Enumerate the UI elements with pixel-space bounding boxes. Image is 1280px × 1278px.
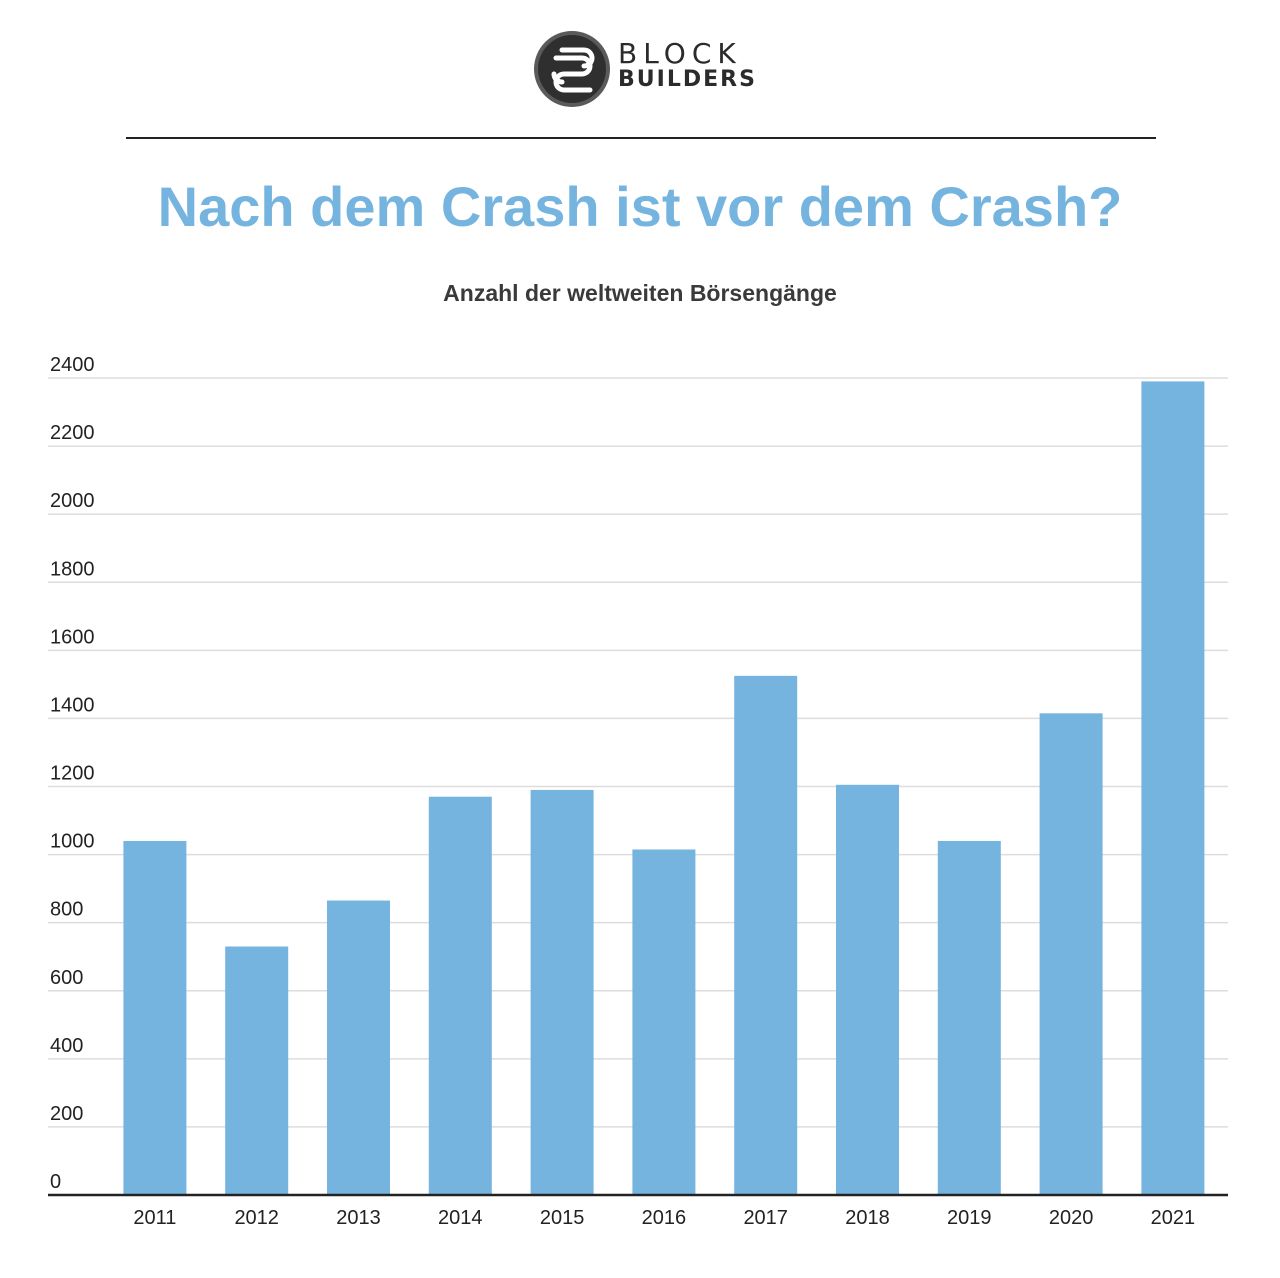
- x-tick-label: 2017: [743, 1207, 788, 1229]
- bar-2018: [836, 784, 899, 1195]
- bar-2017: [734, 675, 798, 1195]
- y-tick-label: 800: [50, 899, 83, 921]
- chart-title: Anzahl der weltweiten Börsengänge: [443, 280, 837, 306]
- y-tick-label: 2400: [50, 354, 95, 376]
- y-tick-label: 0: [50, 1171, 61, 1193]
- x-tick-label: 2018: [845, 1207, 890, 1229]
- x-tick-label: 2021: [1151, 1207, 1196, 1229]
- y-tick-label: 2000: [50, 490, 95, 512]
- bar-2015: [530, 789, 594, 1195]
- x-tick-label: 2014: [438, 1207, 483, 1229]
- y-tick-label: 200: [50, 1103, 83, 1125]
- bar-2012: [225, 946, 289, 1195]
- bar-2013: [327, 900, 390, 1195]
- block-builders-logo: BLOCK BUILDERS: [532, 28, 762, 110]
- bar-2014: [428, 796, 492, 1195]
- bar-2016: [632, 849, 696, 1195]
- bar-2021: [1141, 381, 1205, 1195]
- x-tick-label: 2013: [336, 1207, 381, 1229]
- y-tick-label: 1600: [50, 626, 95, 648]
- y-tick-label: 1200: [50, 763, 95, 785]
- x-tick-label: 2016: [642, 1207, 687, 1229]
- x-tick-label: 2020: [1049, 1207, 1094, 1229]
- x-tick-label: 2011: [133, 1207, 176, 1229]
- logo-wordmark: BLOCK BUILDERS: [618, 40, 757, 91]
- bar-2011: [123, 840, 187, 1195]
- y-tick-label: 600: [50, 967, 83, 989]
- x-tick-label: 2012: [234, 1207, 279, 1229]
- y-tick-label: 1000: [50, 831, 95, 853]
- page-title: Nach dem Crash ist vor dem Crash?: [157, 175, 1123, 238]
- y-tick-label: 1400: [50, 694, 95, 716]
- y-tick-label: 400: [50, 1035, 83, 1057]
- bar-2020: [1039, 713, 1103, 1195]
- logo-mark-icon: [534, 31, 610, 107]
- logo-text-builders: BUILDERS: [618, 67, 757, 92]
- y-tick-label: 1800: [50, 558, 95, 580]
- x-tick-label: 2019: [947, 1207, 992, 1229]
- bar-2019: [937, 840, 1001, 1195]
- x-tick-label: 2015: [540, 1207, 585, 1229]
- header-divider: [126, 137, 1156, 139]
- y-tick-label: 2200: [50, 422, 95, 444]
- logo-text-block: BLOCK: [618, 37, 742, 70]
